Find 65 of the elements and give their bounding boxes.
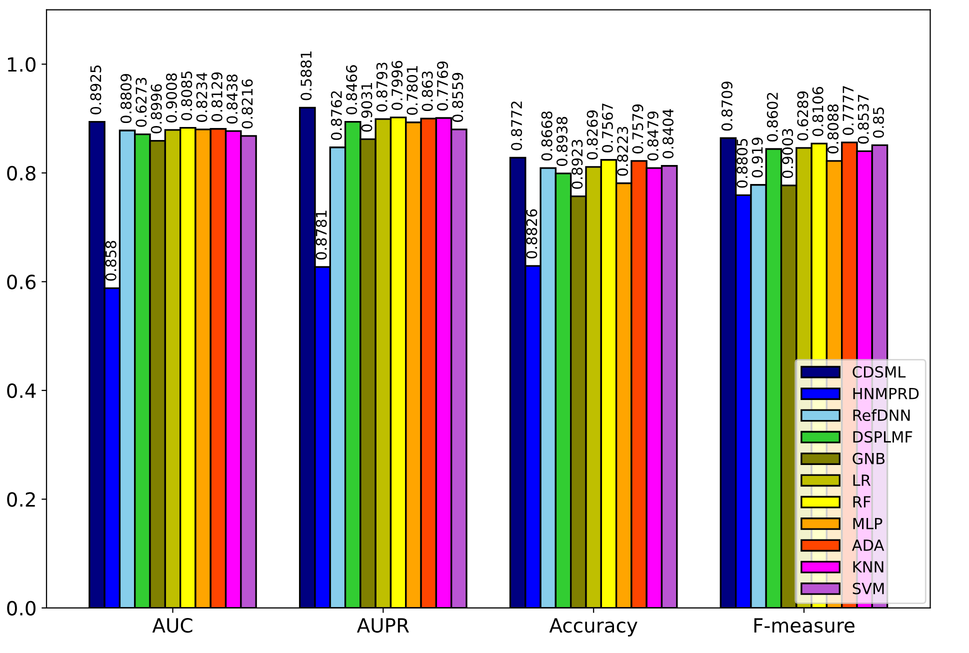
- annotation: 0.8709: [721, 82, 732, 131]
- annotation: 0.8781: [316, 210, 327, 260]
- annotation: 0.8466: [346, 65, 358, 114]
- legend-label: HNMPRD: [853, 388, 919, 400]
- legend-label: CDSML: [852, 366, 906, 378]
- annotation: 0.9003: [782, 129, 794, 178]
- annotation: 0.7996: [392, 60, 403, 110]
- x-tick-label: AUC: [152, 618, 192, 633]
- annotation: 0.7579: [632, 104, 644, 154]
- annotation: 0.8996: [150, 84, 162, 134]
- annotation: 0.8085: [181, 72, 192, 120]
- annotation: 0.7567: [602, 104, 613, 152]
- annotation: 0.7801: [406, 66, 418, 115]
- annotation: 0.8826: [526, 209, 538, 258]
- y-tick-label: 0.2: [7, 492, 35, 507]
- annotation: 0.8479: [647, 112, 658, 161]
- annotation: 0.8793: [376, 62, 388, 112]
- annotation: 0.8668: [541, 111, 552, 161]
- annotation: 0.8269: [586, 110, 598, 160]
- y-tick-label: 0.8: [7, 166, 36, 181]
- y-tick-label: 1.0: [8, 57, 36, 72]
- annotation: 0.6273: [136, 78, 147, 127]
- annotation: 0.9031: [361, 83, 372, 132]
- annotation: 0.8404: [662, 109, 674, 158]
- annotation: 0.6289: [797, 91, 808, 140]
- annotation: 0.5881: [300, 51, 312, 100]
- annotation: 0.8805: [736, 138, 748, 188]
- annotation: 0.858: [105, 240, 116, 281]
- y-tick-label: 0.0: [7, 600, 36, 616]
- annotation: 0.9008: [166, 73, 177, 122]
- legend-label: RF: [853, 496, 870, 508]
- legend-label: DSPLMF: [853, 431, 912, 443]
- y-tick-label: 0.6: [7, 274, 36, 290]
- annotation: 0.919: [752, 138, 763, 178]
- annotation: 0.8762: [330, 91, 342, 140]
- legend-label: GNB: [852, 452, 885, 464]
- annotation: 0.8088: [827, 104, 839, 154]
- annotation: 0.8438: [226, 74, 238, 124]
- legend-label: RefDNN: [853, 409, 910, 421]
- annotation: 0.8129: [211, 72, 222, 122]
- annotation: 0.8234: [196, 72, 208, 122]
- legend-label: LR: [853, 474, 871, 486]
- annotation: 0.8216: [242, 79, 253, 128]
- annotation: 0.7769: [436, 61, 448, 111]
- annotation: 0.8537: [858, 94, 869, 144]
- x-tick-label: AUPR: [356, 618, 409, 633]
- annotation: 0.863: [422, 71, 433, 112]
- annotation: 0.8106: [812, 86, 824, 136]
- legend-label: KNN: [853, 561, 884, 572]
- annotation: 0.8559: [452, 72, 464, 122]
- annotation: 0.7777: [842, 86, 854, 135]
- y-tick-label: 0.4: [7, 383, 36, 398]
- x-tick-label: Accuracy: [549, 618, 638, 636]
- x-tick-label: F-measure: [754, 618, 854, 633]
- legend-label: MLP: [853, 518, 882, 530]
- legend-label: SVM: [852, 582, 884, 594]
- annotation: 0.8772: [511, 102, 522, 150]
- annotation: 0.8938: [556, 116, 568, 166]
- annotation: 0.8602: [766, 92, 778, 142]
- annotation: 0.85: [872, 107, 884, 138]
- legend-label: ADA: [852, 540, 884, 551]
- annotation: 0.8925: [90, 66, 102, 114]
- annotation: 0.8223: [617, 126, 628, 176]
- annotation: 0.8809: [120, 74, 132, 124]
- annotation: 0.8923: [572, 140, 583, 189]
